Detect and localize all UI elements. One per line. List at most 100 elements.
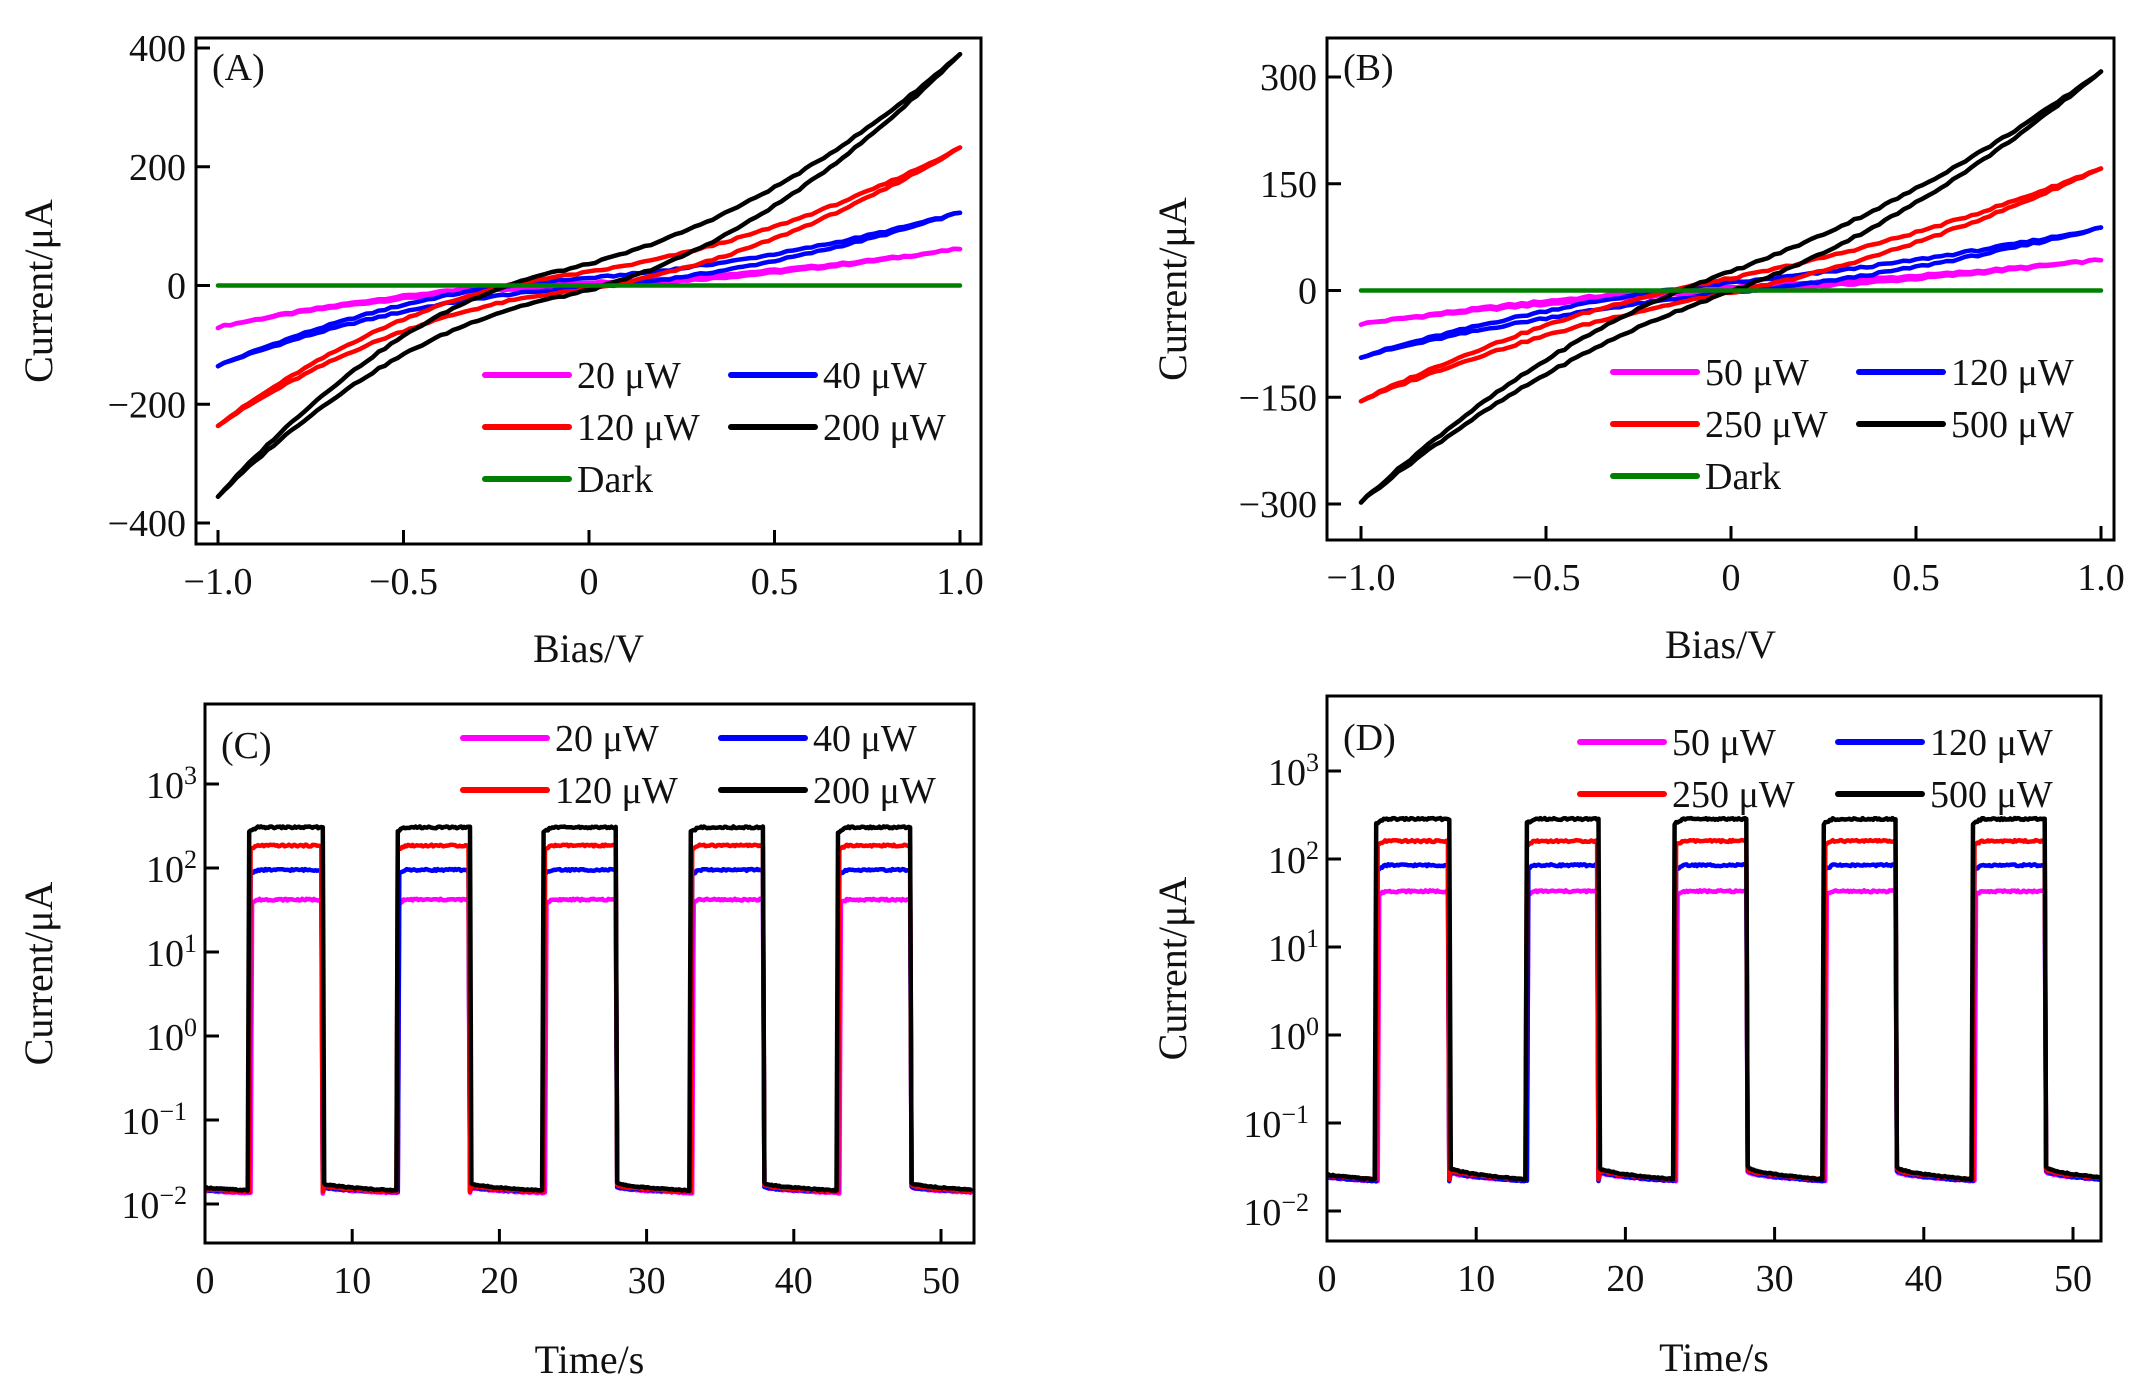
legend-item: Dark	[1610, 456, 1781, 498]
series-line-120μw-forward	[1358, 225, 2104, 360]
x-tick-label: 1.0	[2077, 557, 2125, 599]
y-tick-label: −300	[1239, 484, 1317, 526]
legend-label: Dark	[577, 459, 653, 501]
legend: 50 μW 120 μW 250 μW 500 μW Dark	[1610, 352, 2074, 498]
x-tick-label: 20	[1606, 1258, 1644, 1300]
panel-label: (B)	[1343, 47, 1394, 89]
legend: 50 μW 120 μW 250 μW 500 μW	[1577, 722, 2053, 816]
series-line-500μw	[1327, 815, 2101, 1182]
y-tick-label: 101	[1268, 924, 1319, 970]
legend-item: 500 μW	[1835, 774, 2053, 816]
legend-label: 40 μW	[813, 718, 917, 760]
y-axis-label: Current/μA	[1150, 877, 1195, 1061]
legend-label: 50 μW	[1705, 352, 1809, 394]
x-tick-label: 40	[775, 1260, 813, 1302]
legend-label: 20 μW	[555, 718, 659, 760]
series-line-200μw-forward	[215, 51, 963, 499]
legend-item: 120 μW	[460, 770, 678, 812]
x-axis-label: Bias/V	[533, 626, 644, 671]
y-tick-label: 400	[129, 28, 186, 70]
legend-item: 250 μW	[1610, 404, 1828, 446]
y-tick-label: 103	[146, 761, 197, 807]
series-line-40μw-forward	[215, 210, 963, 369]
y-axis-label: Current/μA	[16, 199, 61, 383]
x-tick-label: 40	[1905, 1258, 1943, 1300]
legend: 20 μW 40 μW 120 μW 200 μW	[460, 718, 936, 812]
x-axis-label: Time/s	[535, 1337, 645, 1382]
series-group	[1327, 815, 2101, 1184]
legend-item: Dark	[482, 459, 653, 501]
x-tick-label: −0.5	[369, 561, 438, 603]
x-tick-label: 20	[480, 1260, 518, 1302]
legend-item: 120 μW	[482, 407, 700, 449]
panel-d: 103 102 101 100 10−1 10−20 10 20 30 40 50 Time/s Cur…	[1150, 694, 2103, 1380]
legend-label: 250 μW	[1672, 774, 1795, 816]
panel-label: (C)	[221, 725, 272, 767]
series-line-50μw	[1327, 888, 2101, 1184]
x-tick-label: 0	[196, 1260, 215, 1302]
y-tick-label: 101	[146, 929, 197, 975]
legend-label: 200 μW	[823, 407, 946, 449]
x-tick-label: −1.0	[184, 561, 253, 603]
y-tick-label: −150	[1239, 377, 1317, 419]
panel-a: 400 200 0 −200 −400 −1.0 −0.5 0 0.5 1.0 Bias/V Curr…	[16, 28, 984, 671]
y-tick-label: 10−2	[121, 1181, 187, 1227]
legend-label: 120 μW	[1930, 722, 2053, 764]
legend-label: 500 μW	[1951, 404, 2074, 446]
legend-label: 20 μW	[577, 355, 681, 397]
series-line-500μw-forward	[1358, 69, 2104, 505]
y-tick-label: 102	[1268, 836, 1319, 882]
x-tick-label: 50	[2054, 1258, 2092, 1300]
x-tick-label: 0.5	[751, 561, 799, 603]
x-tick-label: −0.5	[1512, 557, 1581, 599]
x-tick-label: −1.0	[1327, 557, 1396, 599]
legend-item: 50 μW	[1577, 722, 1776, 764]
y-tick-label: −200	[108, 384, 186, 426]
y-tick-label: 100	[1268, 1012, 1319, 1058]
x-tick-label: 0	[580, 561, 599, 603]
series-group	[1358, 69, 2104, 505]
legend-label: 50 μW	[1672, 722, 1776, 764]
y-tick-label: 100	[146, 1013, 197, 1059]
legend-item: 50 μW	[1610, 352, 1809, 394]
plot-frame	[203, 702, 976, 1245]
x-tick-label: 1.0	[936, 561, 984, 603]
legend-label: Dark	[1705, 456, 1781, 498]
x-tick-label: 0	[1318, 1258, 1337, 1300]
series-line-120μw-forward	[215, 145, 963, 429]
y-tick-label: 103	[1268, 748, 1319, 794]
y-tick-label: −400	[108, 503, 186, 545]
legend-label: 120 μW	[555, 770, 678, 812]
series-line-120μw	[205, 842, 973, 1195]
legend-item: 250 μW	[1577, 774, 1795, 816]
y-tick-label: 102	[146, 845, 197, 891]
y-tick-label: 0	[1298, 271, 1317, 313]
y-tick-label: 150	[1260, 164, 1317, 206]
legend-label: 250 μW	[1705, 404, 1828, 446]
legend-item: 120 μW	[1856, 352, 2074, 394]
y-axis-label: Current/μA	[16, 882, 61, 1066]
series-line-200μw-reverse	[215, 51, 963, 499]
legend-label: 500 μW	[1930, 774, 2053, 816]
y-tick-label: 0	[167, 266, 186, 308]
x-axis-label: Time/s	[1659, 1335, 1769, 1380]
x-tick-label: 50	[922, 1260, 960, 1302]
x-tick-label: 10	[333, 1260, 371, 1302]
y-tick-label: 200	[129, 147, 186, 189]
legend-item: 200 μW	[718, 770, 936, 812]
series-line-200μw	[205, 824, 973, 1194]
y-tick-label: 10−1	[121, 1097, 187, 1143]
legend-item: 40 μW	[718, 718, 917, 760]
legend: 20 μW 40 μW 120 μW 200 μW Dark	[482, 355, 946, 501]
x-axis-label: Bias/V	[1665, 622, 1776, 667]
panel-b: 300 150 0 −150 −300−1.0 −0.5 0 0.5 1.0 Bias/V Curr…	[1150, 36, 2125, 667]
y-tick-label: 10−2	[1243, 1188, 1309, 1234]
legend-label: 40 μW	[823, 355, 927, 397]
y-tick-label: 10−1	[1243, 1100, 1309, 1146]
legend-item: 20 μW	[460, 718, 659, 760]
panel-label: (D)	[1343, 717, 1396, 759]
series-group	[205, 824, 973, 1196]
series-line-120μw	[1327, 862, 2101, 1184]
